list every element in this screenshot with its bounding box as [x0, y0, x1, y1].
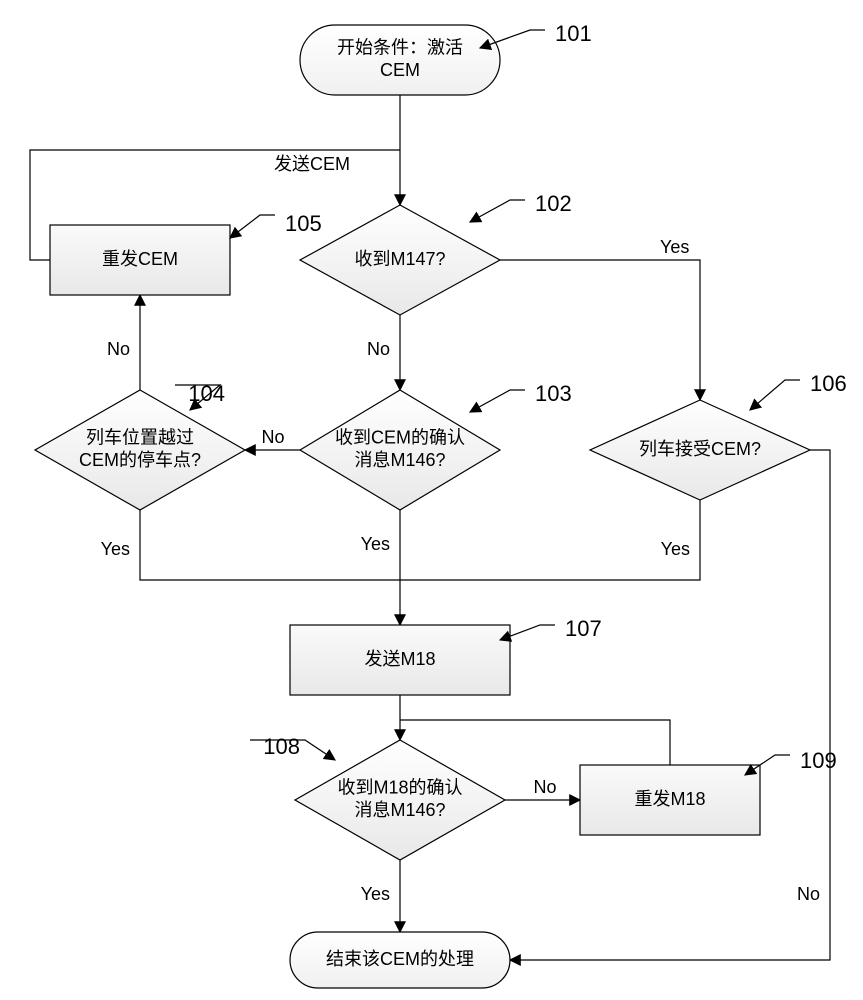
node-n105: 重发CEM — [50, 225, 230, 295]
edge-label-e_108_end: Yes — [361, 884, 390, 904]
node-text-n108-1: 消息M146? — [354, 800, 445, 820]
node-text-n103-0: 收到CEM的确认 — [335, 428, 465, 448]
callout-label-c103: 103 — [535, 381, 572, 406]
callout-c104: 104 — [175, 381, 225, 410]
callout-c108: 108 — [250, 734, 335, 760]
callout-label-c107: 107 — [565, 616, 602, 641]
edge-e_106_endN — [510, 450, 830, 960]
edge-label-e_101_102: 发送CEM — [274, 154, 350, 174]
edge-label-e_104_105: No — [107, 339, 130, 359]
callout-c106: 106 — [750, 371, 847, 410]
node-text-n104-0: 列车位置越过 — [86, 428, 194, 448]
callout-label-c106: 106 — [810, 371, 847, 396]
node-text-n107-0: 发送M18 — [364, 649, 435, 669]
edge-label-e_104_107y: Yes — [101, 539, 130, 559]
callout-label-c108: 108 — [263, 734, 300, 759]
callout-label-c105: 105 — [285, 211, 322, 236]
node-nEnd: 结束该CEM的处理 — [290, 932, 510, 988]
edge-e_109_108 — [400, 720, 670, 765]
edge-label-e_102_106: Yes — [660, 237, 689, 257]
node-text-n104-1: CEM的停车点? — [79, 450, 201, 470]
callout-label-c104: 104 — [188, 381, 225, 406]
node-text-n108-0: 收到M18的确认 — [337, 778, 462, 798]
edge-label-e_102_103: No — [367, 339, 390, 359]
node-n109: 重发M18 — [580, 765, 760, 835]
node-text-n106-0: 列车接受CEM? — [639, 439, 761, 459]
node-n103: 收到CEM的确认消息M146? — [300, 390, 500, 510]
edge-label-e_108_109: No — [533, 777, 556, 797]
node-n101: 开始条件：激活CEM — [300, 25, 500, 95]
node-n107: 发送M18 — [290, 625, 510, 695]
edge-e_106_107y — [400, 500, 700, 580]
callout-c102: 102 — [470, 191, 572, 222]
callout-c103: 103 — [470, 381, 572, 412]
node-n106: 列车接受CEM? — [590, 400, 810, 500]
edge-e_102_106 — [500, 260, 700, 400]
callout-label-c102: 102 — [535, 191, 572, 216]
node-text-nEnd-0: 结束该CEM的处理 — [326, 949, 474, 969]
edge-label-e_103_104: No — [261, 427, 284, 447]
node-text-n105-0: 重发CEM — [102, 249, 178, 269]
callout-label-c109: 109 — [800, 748, 837, 773]
node-text-n102-0: 收到M147? — [354, 249, 445, 269]
edge-label-e_106_endN: No — [797, 884, 820, 904]
callout-label-c101: 101 — [555, 21, 592, 46]
edge-label-e_106_107y: Yes — [661, 539, 690, 559]
node-text-n101-0: 开始条件：激活 — [337, 38, 463, 58]
callout-c107: 107 — [500, 616, 602, 641]
node-text-n109-0: 重发M18 — [634, 789, 705, 809]
edge-label-e_103_107: Yes — [361, 534, 390, 554]
callout-c105: 105 — [230, 211, 322, 238]
node-n108: 收到M18的确认消息M146? — [295, 740, 505, 860]
node-n104: 列车位置越过CEM的停车点? — [35, 390, 245, 510]
node-text-n103-1: 消息M146? — [354, 450, 445, 470]
node-text-n101-1: CEM — [380, 60, 420, 80]
